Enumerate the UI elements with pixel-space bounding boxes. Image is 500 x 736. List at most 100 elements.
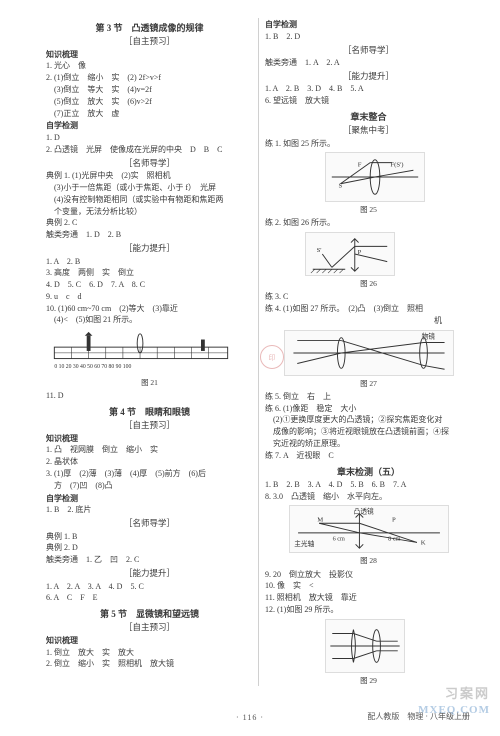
figure-27-caption: 图 27	[265, 379, 472, 389]
svg-text:F(S'): F(S')	[390, 162, 403, 169]
text-line: 10. 像 实 <	[265, 581, 472, 592]
teacher-guide-heading: ［名师导学］	[46, 158, 253, 169]
figure-29	[325, 619, 405, 673]
question-1: 练 1. 如图 25 所示。	[265, 139, 472, 150]
svg-text:F: F	[358, 162, 362, 169]
svg-text:物镜: 物镜	[421, 331, 435, 340]
text-line: 1. A 2. A 3. A 4. D 5. C	[46, 582, 253, 593]
knowledge-label: 知识梳理	[46, 434, 253, 445]
text-line: 6. 望远镜 放大镜	[265, 96, 472, 107]
section-5-title: 第 5 节 显微镜和望远镜	[46, 608, 253, 620]
text-line: 1. B 2. D	[265, 32, 472, 43]
text-line: 1. 光心 像	[46, 61, 253, 72]
example-1: 典例 1. (1)光屏中央 (2)实 照相机	[46, 171, 253, 182]
question-4a: 练 4. (1)如图 27 所示。 (2)凸 (3)倒立 照相	[265, 304, 472, 315]
ability-heading: ［能力提升］	[46, 243, 253, 254]
chapter-test-title: 章末检测（五）	[265, 466, 472, 478]
ability-heading: ［能力提升］	[46, 568, 253, 579]
analogy-line: 触类旁通 1. 乙 凹 2. C	[46, 555, 253, 566]
text-line: (4)< (5)如图 21 所示。	[46, 315, 253, 326]
text-line: 方 (7)凹 (8)凸	[46, 481, 253, 492]
svg-text:P: P	[392, 517, 396, 524]
svg-text:S': S'	[317, 247, 322, 254]
svg-text:K: K	[420, 540, 425, 547]
figure-28-caption: 图 28	[265, 556, 472, 566]
example-2: 典例 2. D	[46, 543, 253, 554]
chapter-summary-title: 章末整合	[265, 111, 472, 123]
text-line: 12. (1)如图 29 所示。	[265, 605, 472, 616]
question-5: 练 5. 倒立 右 上	[265, 392, 472, 403]
question-4b: 机	[265, 316, 472, 327]
figure-25: F F(S') S	[325, 152, 425, 202]
example-2: 典例 2. C	[46, 218, 253, 229]
section-4-title: 第 4 节 眼睛和眼镜	[46, 406, 253, 418]
text-line: 9. u c d	[46, 292, 253, 303]
teacher-guide-heading: ［名师导学］	[46, 518, 253, 529]
red-stamp: 印	[260, 345, 284, 369]
text-line: 个变量，无法分析比较）	[46, 207, 253, 218]
text-line: 1. A 2. B 3. D 4. B 5. A	[265, 84, 472, 95]
page-number: · 116 ·	[236, 713, 264, 722]
ability-heading: ［能力提升］	[265, 71, 472, 82]
figure-28: 凸透镜 主光轴 M P 6 cm 8 cm K	[289, 505, 449, 553]
svg-text:8 cm: 8 cm	[388, 536, 400, 543]
svg-text:M: M	[317, 517, 323, 524]
example-1: 典例 1. B	[46, 532, 253, 543]
text-line: 2. 倒立 缩小 实 照相机 放大镜	[46, 659, 253, 670]
text-line: 1. B 2. 底片	[46, 505, 253, 516]
text-line: 11. D	[46, 391, 253, 402]
self-study-heading: ［自主预习］	[46, 420, 253, 431]
column-divider	[258, 18, 259, 686]
text-line: 1. B 2. B 3. A 4. D 5. B 6. B 7. A	[265, 480, 472, 491]
text-line: (3)倒立 等大 实 (4)v=2f	[46, 85, 253, 96]
right-column: 自学检测 1. B 2. D ［名师导学］ 触类旁通 1. A 2. A ［能力…	[259, 18, 478, 706]
question-2: 练 2. 如图 26 所示。	[265, 218, 472, 229]
svg-text:6 cm: 6 cm	[332, 536, 344, 543]
selfcheck-label: 自学检测	[46, 494, 253, 505]
svg-text:0 10 20 30 40 50 60 70 80 90 1: 0 10 20 30 40 50 60 70 80 90 100	[54, 364, 131, 370]
figure-29-caption: 图 29	[265, 676, 472, 686]
analogy-line: 触类旁通 1. A 2. A	[265, 58, 472, 69]
text-line: 10. (1)60 cm~70 cm (2)等大 (3)靠近	[46, 304, 253, 315]
text-line: 11. 照相机 放大镜 靠近	[265, 593, 472, 604]
watermark-2: MXEQ.COM	[418, 704, 490, 716]
question-7: 练 7. A 近视眼 C	[265, 451, 472, 462]
analogy-line: 触类旁通 1. D 2. B	[46, 230, 253, 241]
knowledge-label: 知识梳理	[46, 50, 253, 61]
text-line: 3. 高度 两侧 实 倒立	[46, 268, 253, 279]
page: 第 3 节 凸透镜成像的规律 ［自主预习］ 知识梳理 1. 光心 像 2. (1…	[0, 0, 500, 736]
question-3: 练 3. C	[265, 292, 472, 303]
knowledge-label: 知识梳理	[46, 636, 253, 647]
svg-text:主光轴: 主光轴	[294, 540, 314, 549]
figure-21-caption: 图 21	[46, 378, 253, 388]
text-line: 1. 倒立 放大 实 放大	[46, 648, 253, 659]
question-6b: (2)①更换厚度更大的凸透镜；②探究焦距变化对	[265, 415, 472, 426]
text-line: 9. 20 倒立放大 投影仪	[265, 570, 472, 581]
focus-exam-heading: ［聚焦中考］	[265, 125, 472, 136]
text-line: 1. D	[46, 133, 253, 144]
left-column: 第 3 节 凸透镜成像的规律 ［自主预习］ 知识梳理 1. 光心 像 2. (1…	[40, 18, 259, 706]
text-line: (4)没有控制物距相同（或实验中有物距和焦距两	[46, 195, 253, 206]
text-line: (5)倒立 放大 实 (6)v>2f	[46, 97, 253, 108]
watermark-1: 习案网	[445, 683, 490, 702]
text-line: (3)小于一倍焦距（或小于焦距、小于 f） 光屏	[46, 183, 253, 194]
text-line: 2. (1)倒立 缩小 实 (2) 2f>v>f	[46, 73, 253, 84]
question-6a: 练 6. (1)像距 稳定 大小	[265, 404, 472, 415]
figure-25-caption: 图 25	[265, 205, 472, 215]
question-6d: 究近视的矫正原理。	[265, 439, 472, 450]
text-line: 2. 凸透镜 光屏 使像成在光屏的中央 D B C	[46, 145, 253, 156]
figure-26: S' P	[305, 232, 395, 276]
text-line: 3. (1)厚 (2)薄 (3)薄 (4)厚 (5)前方 (6)后	[46, 469, 253, 480]
self-study-heading: ［自主预习］	[46, 36, 253, 47]
text-line: 1. 凸 视网膜 倒立 缩小 实	[46, 445, 253, 456]
svg-text:凸透镜: 凸透镜	[353, 507, 373, 516]
text-line: 2. 晶状体	[46, 457, 253, 468]
figure-27: 物镜	[284, 330, 454, 376]
figure-26-caption: 图 26	[265, 279, 472, 289]
selfcheck-label: 自学检测	[46, 121, 253, 132]
text-line: (7)正立 放大 虚	[46, 109, 253, 120]
selfcheck-label: 自学检测	[265, 20, 472, 31]
figure-21: 0 10 20 30 40 50 60 70 80 90 100	[46, 330, 236, 370]
self-study-heading: ［自主预习］	[46, 622, 253, 633]
text-line: 4. D 5. C 6. D 7. A 8. C	[46, 280, 253, 291]
